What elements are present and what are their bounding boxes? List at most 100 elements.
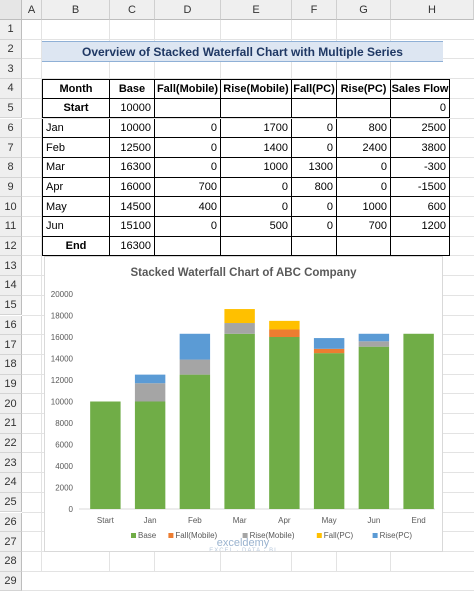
month-cell[interactable]: Jun xyxy=(42,217,110,237)
value-cell[interactable]: 700 xyxy=(337,217,391,237)
table-header-cell[interactable]: Sales Flow xyxy=(391,79,450,99)
row-header[interactable]: 8 xyxy=(0,157,22,178)
row-header[interactable]: 20 xyxy=(0,394,22,414)
column-header-c[interactable]: C xyxy=(110,0,155,20)
month-cell[interactable]: Feb xyxy=(42,138,110,158)
row-header[interactable]: 3 xyxy=(0,59,22,80)
value-cell[interactable]: 800 xyxy=(292,177,337,198)
table-header-cell[interactable]: Rise(PC) xyxy=(337,79,391,99)
month-cell[interactable]: Start xyxy=(42,98,110,119)
value-cell[interactable]: 0 xyxy=(391,98,450,119)
value-cell[interactable]: 16300 xyxy=(110,157,155,178)
value-cell[interactable] xyxy=(292,98,337,119)
month-cell[interactable]: Apr xyxy=(42,177,110,198)
value-cell[interactable]: 800 xyxy=(337,118,391,139)
value-cell[interactable]: 1200 xyxy=(391,217,450,237)
value-cell[interactable]: 0 xyxy=(155,157,221,178)
row-header[interactable]: 14 xyxy=(0,276,22,296)
value-cell[interactable]: 1700 xyxy=(221,118,292,139)
value-cell[interactable]: 10000 xyxy=(110,118,155,139)
month-cell[interactable]: End xyxy=(42,236,110,257)
row-header[interactable]: 10 xyxy=(0,197,22,217)
value-cell[interactable]: 0 xyxy=(155,217,221,237)
value-cell[interactable]: 14500 xyxy=(110,197,155,217)
value-cell[interactable]: 400 xyxy=(155,197,221,217)
value-cell[interactable]: 500 xyxy=(221,217,292,237)
row-header[interactable]: 7 xyxy=(0,138,22,158)
column-header-h[interactable]: H xyxy=(391,0,474,20)
value-cell[interactable]: 1000 xyxy=(337,197,391,217)
row-header[interactable]: 24 xyxy=(0,473,22,493)
value-cell[interactable]: -300 xyxy=(391,157,450,178)
value-cell[interactable] xyxy=(221,236,292,257)
value-cell[interactable]: 16300 xyxy=(110,236,155,257)
value-cell[interactable]: 1400 xyxy=(221,138,292,158)
value-cell[interactable]: 0 xyxy=(221,197,292,217)
row-header[interactable]: 6 xyxy=(0,118,22,139)
row-header[interactable]: 29 xyxy=(0,571,22,591)
row-header[interactable]: 28 xyxy=(0,551,22,572)
row-header[interactable]: 12 xyxy=(0,236,22,257)
table-header-cell[interactable]: Fall(PC) xyxy=(292,79,337,99)
row-header[interactable]: 15 xyxy=(0,295,22,316)
value-cell[interactable]: -1500 xyxy=(391,177,450,198)
row-header[interactable]: 13 xyxy=(0,256,22,277)
value-cell[interactable]: 16000 xyxy=(110,177,155,198)
value-cell[interactable]: 1300 xyxy=(292,157,337,178)
row-header[interactable]: 4 xyxy=(0,79,22,99)
value-cell[interactable]: 0 xyxy=(292,197,337,217)
value-cell[interactable]: 2400 xyxy=(337,138,391,158)
month-cell[interactable]: Mar xyxy=(42,157,110,178)
waterfall-chart[interactable]: Stacked Waterfall Chart of ABC Company 0 2… xyxy=(44,256,443,552)
value-cell[interactable] xyxy=(337,98,391,119)
row-header[interactable]: 18 xyxy=(0,354,22,375)
table-header-cell[interactable]: Base xyxy=(110,79,155,99)
value-cell[interactable]: 0 xyxy=(292,138,337,158)
table-header-cell[interactable]: Fall(Mobile) xyxy=(155,79,221,99)
month-cell[interactable]: May xyxy=(42,197,110,217)
value-cell[interactable] xyxy=(391,236,450,257)
row-header[interactable]: 25 xyxy=(0,492,22,513)
value-cell[interactable] xyxy=(155,236,221,257)
value-cell[interactable]: 12500 xyxy=(110,138,155,158)
row-header[interactable]: 22 xyxy=(0,433,22,454)
value-cell[interactable]: 700 xyxy=(155,177,221,198)
column-header-f[interactable]: F xyxy=(292,0,337,20)
column-header-a[interactable]: A xyxy=(22,0,42,20)
value-cell[interactable] xyxy=(221,98,292,119)
row-header[interactable]: 16 xyxy=(0,315,22,336)
value-cell[interactable]: 10000 xyxy=(110,98,155,119)
table-header-cell[interactable]: Rise(Mobile) xyxy=(221,79,292,99)
select-all-corner[interactable] xyxy=(0,0,22,20)
value-cell[interactable]: 0 xyxy=(292,217,337,237)
row-header[interactable]: 17 xyxy=(0,335,22,355)
row-header[interactable]: 9 xyxy=(0,177,22,198)
value-cell[interactable]: 0 xyxy=(337,177,391,198)
value-cell[interactable] xyxy=(292,236,337,257)
value-cell[interactable]: 0 xyxy=(221,177,292,198)
row-header[interactable]: 26 xyxy=(0,512,22,533)
column-header-e[interactable]: E xyxy=(221,0,292,20)
column-header-b[interactable]: B xyxy=(42,0,110,20)
month-cell[interactable]: Jan xyxy=(42,118,110,139)
value-cell[interactable]: 1000 xyxy=(221,157,292,178)
value-cell[interactable]: 0 xyxy=(155,118,221,139)
row-header[interactable]: 11 xyxy=(0,217,22,237)
row-header[interactable]: 21 xyxy=(0,414,22,434)
value-cell[interactable]: 0 xyxy=(337,157,391,178)
value-cell[interactable]: 600 xyxy=(391,197,450,217)
column-header-d[interactable]: D xyxy=(155,0,221,20)
row-header[interactable]: 5 xyxy=(0,98,22,119)
row-header[interactable]: 19 xyxy=(0,374,22,395)
value-cell[interactable] xyxy=(337,236,391,257)
row-header[interactable]: 23 xyxy=(0,453,22,474)
value-cell[interactable]: 0 xyxy=(292,118,337,139)
value-cell[interactable]: 0 xyxy=(155,138,221,158)
row-header[interactable]: 2 xyxy=(0,39,22,60)
value-cell[interactable]: 15100 xyxy=(110,217,155,237)
column-header-g[interactable]: G xyxy=(337,0,391,20)
value-cell[interactable]: 2500 xyxy=(391,118,450,139)
value-cell[interactable] xyxy=(155,98,221,119)
value-cell[interactable]: 3800 xyxy=(391,138,450,158)
row-header[interactable]: 27 xyxy=(0,532,22,552)
